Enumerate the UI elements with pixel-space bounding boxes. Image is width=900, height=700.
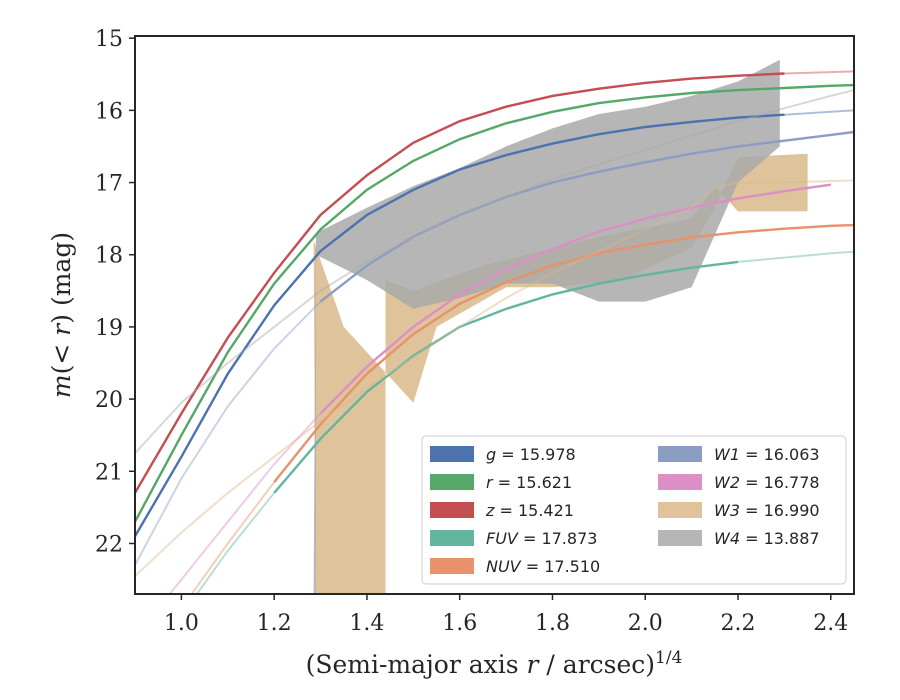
legend: g = 15.978 r = 15.621 z = 15.421 FUV = 17.8… xyxy=(421,435,847,585)
y-tick-label: 20 xyxy=(95,388,123,413)
legend-label-w1: W1 = 16.063 xyxy=(714,445,820,464)
x-tick-label: 1.4 xyxy=(349,611,384,636)
y-tick-label: 22 xyxy=(95,532,123,557)
legend-swatch-w2 xyxy=(658,474,702,490)
y-tick-label: 21 xyxy=(95,460,123,485)
uncertainty-bands xyxy=(313,59,808,594)
legend-label-w2: W2 = 16.778 xyxy=(714,473,820,492)
curve-nuv xyxy=(273,223,854,483)
legend-label-nuv: NUV = 17.510 xyxy=(486,557,600,576)
x-tick-label: 2.0 xyxy=(628,611,663,636)
x-tick-label: 1.8 xyxy=(535,611,570,636)
curve-fuv xyxy=(273,260,739,494)
x-axis-ticks: 1.0 1.2 1.4 1.6 1.8 2.0 2.2 2.4 xyxy=(164,594,848,636)
curve-faint-w3 xyxy=(135,179,854,577)
legend-box xyxy=(421,435,847,585)
y-tick-label: 17 xyxy=(95,172,123,197)
y-tick-label: 18 xyxy=(95,244,123,269)
legend-swatch-w4 xyxy=(658,530,702,546)
legend-label-r: r = 15.621 xyxy=(486,473,572,492)
legend-swatch-fuv xyxy=(430,530,474,546)
band-w3 xyxy=(313,153,808,594)
legend-label-fuv: FUV = 17.873 xyxy=(486,529,597,548)
legend-swatch-nuv xyxy=(430,558,474,574)
curve-z xyxy=(135,72,785,494)
legend-label-g: g = 15.978 xyxy=(486,445,576,464)
curve-g xyxy=(135,113,785,537)
legend-label-w3: W3 = 16.990 xyxy=(714,501,820,520)
curve-faint-w4 xyxy=(135,89,854,454)
x-tick-label: 2.4 xyxy=(813,611,848,636)
x-tick-label: 2.2 xyxy=(721,611,756,636)
curve-w2 xyxy=(319,183,831,415)
growth-curves xyxy=(135,70,854,594)
plot-frame xyxy=(134,35,855,595)
legend-swatch-z xyxy=(430,502,474,518)
y-tick-label: 19 xyxy=(95,316,123,341)
legend-swatch-w3 xyxy=(658,502,702,518)
curve-r xyxy=(135,83,854,523)
legend-swatch-r xyxy=(430,474,474,490)
legend-label-w4: W4 = 13.887 xyxy=(714,529,820,548)
legend-swatch-g xyxy=(430,446,474,462)
y-axis-title: m(< r) (mag) xyxy=(47,232,76,398)
x-tick-label: 1.0 xyxy=(164,611,199,636)
legend-swatch-w1 xyxy=(658,446,702,462)
y-tick-label: 16 xyxy=(95,99,123,124)
x-tick-label: 1.6 xyxy=(442,611,477,636)
band-w4 xyxy=(313,59,780,594)
y-axis-ticks: 15 16 17 18 19 20 21 22 xyxy=(95,27,135,557)
x-tick-label: 1.2 xyxy=(257,611,292,636)
curve-w1 xyxy=(319,130,854,303)
y-tick-label: 15 xyxy=(95,27,123,52)
x-axis-title: (Semi-major axis r / arcsec)1/4 xyxy=(306,648,683,679)
legend-label-z: z = 15.421 xyxy=(485,501,574,520)
